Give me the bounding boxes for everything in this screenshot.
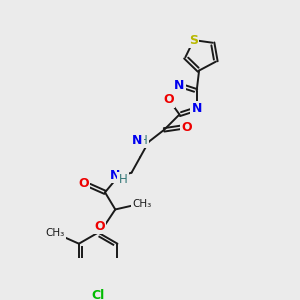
- Text: H: H: [139, 134, 148, 147]
- Text: N: N: [174, 79, 185, 92]
- Text: O: O: [78, 177, 89, 190]
- Text: CH₃: CH₃: [45, 228, 64, 239]
- Text: O: O: [94, 220, 105, 233]
- Text: O: O: [164, 93, 174, 106]
- Text: N: N: [110, 169, 121, 182]
- Text: H: H: [118, 173, 127, 186]
- Text: Cl: Cl: [92, 290, 105, 300]
- Text: S: S: [189, 34, 198, 46]
- Text: CH₃: CH₃: [132, 199, 152, 209]
- Text: N: N: [191, 102, 202, 116]
- Text: N: N: [132, 134, 143, 147]
- Text: O: O: [181, 121, 192, 134]
